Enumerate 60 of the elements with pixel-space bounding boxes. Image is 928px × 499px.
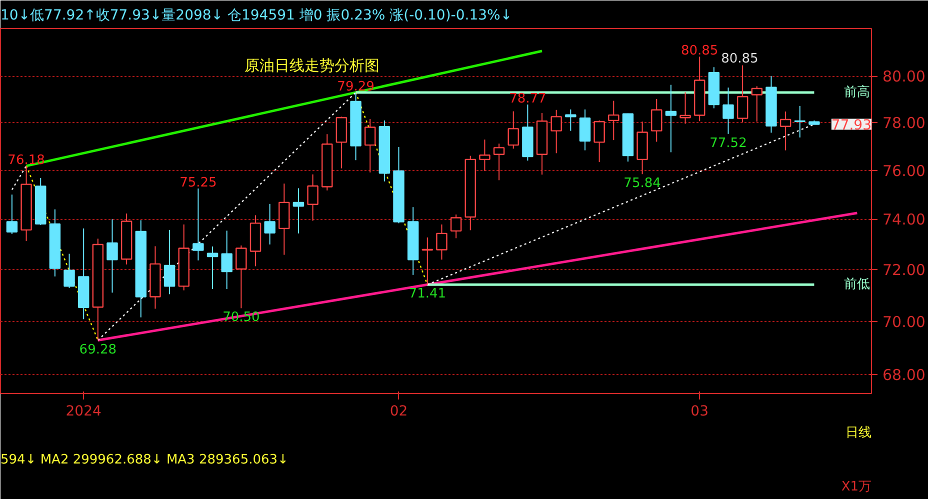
candlestick	[378, 120, 390, 182]
candlestick	[636, 121, 648, 175]
candlestick	[150, 246, 161, 310]
text: 日线	[846, 426, 872, 440]
annotation: 77.52	[710, 136, 747, 151]
candlestick	[407, 206, 419, 276]
text: 前低	[844, 277, 870, 292]
candlestick	[364, 118, 376, 173]
y-tick-label: 78.00	[882, 114, 926, 132]
candlestick	[307, 174, 318, 222]
candlestick	[120, 213, 132, 265]
annotation: 80.85	[680, 44, 718, 59]
y-tick-label: 68.00	[882, 366, 926, 384]
annotation: 69.28	[79, 342, 117, 358]
annotation: 75.25	[180, 175, 217, 190]
candlestick	[49, 208, 61, 277]
candlestick	[651, 98, 662, 142]
x-tick-label: 02	[390, 404, 408, 420]
y-tick-label: 70.00	[882, 312, 926, 331]
candlestick	[221, 230, 232, 290]
candlestick	[20, 165, 32, 242]
candlestick	[680, 92, 691, 124]
candlestick	[78, 228, 90, 320]
candlestick	[436, 224, 448, 260]
candlestick	[106, 218, 118, 294]
annotation: 76.18	[8, 152, 45, 168]
annotation: 80.85	[721, 52, 758, 67]
candlestick	[722, 87, 734, 134]
candlestick	[350, 92, 362, 161]
candlestick	[422, 236, 434, 286]
candlestick	[794, 105, 806, 138]
candlestick	[278, 183, 290, 256]
candlestick	[665, 84, 677, 153]
text: 594↓ MA2 299962.688↓ MA3 289365.063↓	[0, 452, 288, 468]
candlestick	[192, 188, 204, 261]
candlestick	[135, 220, 147, 318]
candlestick	[579, 108, 591, 151]
y-tick-label: 80.00	[882, 68, 926, 86]
y-tick-label: 76.00	[882, 162, 926, 180]
text: X1万	[841, 480, 872, 494]
text: 前高	[844, 84, 870, 100]
annotation: 79.29	[337, 79, 374, 94]
x-tick-label: 2024	[66, 404, 102, 420]
candlestick	[536, 112, 548, 176]
annotation: 78.77	[509, 92, 546, 107]
annotation: 71.41	[408, 286, 446, 302]
candlestick	[292, 188, 304, 234]
y-tick-label: 74.00	[882, 210, 926, 229]
x-tick-label: 03	[690, 404, 709, 420]
y-tick-label: 72.00	[882, 261, 926, 280]
chart-subtitle: 10↓低77.92↑收77.93↓量2098↓ 仓194591 增0 振0.23% 涨(-0.10)-0.13%↓	[0, 8, 512, 24]
candlestick	[708, 66, 720, 109]
text: 原油日线走势分析图	[244, 56, 380, 74]
candlestick	[479, 139, 490, 172]
candlestick	[608, 100, 620, 141]
candlestick	[92, 238, 104, 341]
candlestick	[780, 111, 792, 151]
annotation: 75.84	[624, 176, 661, 192]
annotation: 77.93	[831, 118, 872, 134]
candlestick	[264, 203, 276, 245]
